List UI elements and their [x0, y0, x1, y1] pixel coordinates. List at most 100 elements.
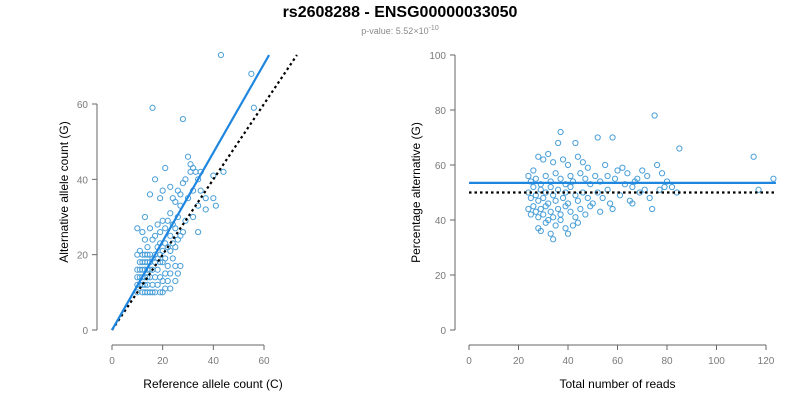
- data-point-1: [157, 259, 164, 266]
- data-point-1: [172, 225, 179, 232]
- data-point-1: [149, 104, 156, 111]
- data-point-2: [651, 112, 658, 119]
- data-point-2: [609, 134, 616, 141]
- data-point-1: [217, 51, 225, 59]
- data-point-1: [197, 187, 204, 194]
- data-point-2: [530, 167, 537, 174]
- data-point-1: [169, 255, 176, 262]
- data-point-2: [572, 139, 579, 147]
- x-tick-label-2: 120: [758, 356, 775, 367]
- data-point-1: [179, 228, 187, 236]
- data-point-2: [594, 189, 601, 196]
- data-point-2: [559, 156, 567, 163]
- data-point-1: [189, 164, 197, 172]
- x-tick-label-2: 80: [661, 356, 673, 367]
- data-point-1: [177, 232, 184, 239]
- data-point-2: [552, 170, 559, 177]
- data-point-2: [530, 183, 537, 191]
- data-point-2: [535, 197, 542, 204]
- data-point-2: [545, 150, 552, 158]
- data-point-2: [555, 205, 562, 213]
- p-value-exponent: -10: [428, 25, 439, 32]
- data-point-1: [159, 259, 166, 266]
- data-point-2: [559, 194, 567, 202]
- data-point-1: [164, 277, 171, 285]
- data-point-1: [174, 270, 181, 277]
- data-point-1: [151, 274, 159, 281]
- data-point-2: [656, 186, 663, 193]
- data-point-1: [141, 251, 149, 258]
- data-point-1: [154, 266, 161, 273]
- data-point-2: [663, 178, 671, 185]
- chart-subtitle: p-value: 5.52×10-10: [0, 25, 800, 36]
- data-point-1: [162, 255, 169, 262]
- data-point-1: [162, 270, 169, 277]
- data-point-2: [624, 170, 631, 177]
- data-point-1: [149, 289, 156, 296]
- data-point-2: [557, 211, 564, 218]
- data-point-1: [134, 225, 141, 232]
- data-point-2: [527, 211, 534, 218]
- data-point-1: [182, 217, 189, 224]
- data-point-2: [646, 194, 653, 202]
- data-point-2: [641, 186, 648, 193]
- data-point-1: [192, 168, 199, 175]
- data-point-1: [167, 285, 174, 292]
- data-point-1: [179, 180, 187, 187]
- data-point-2: [530, 203, 537, 210]
- data-point-2: [557, 216, 564, 224]
- data-point-1: [141, 281, 149, 288]
- data-point-2: [587, 181, 594, 188]
- x-axis-title-1: Reference allele count (C): [143, 377, 282, 391]
- data-point-2: [755, 186, 762, 193]
- y-tick-label-2: 0: [440, 326, 446, 337]
- data-point-2: [550, 159, 557, 166]
- x-tick-label-2: 0: [466, 356, 472, 367]
- data-point-1: [189, 213, 197, 221]
- y-tick-label-1: 40: [77, 175, 89, 186]
- data-point-2: [569, 178, 577, 185]
- data-point-2: [582, 211, 589, 218]
- data-point-1: [202, 195, 209, 202]
- data-point-1: [146, 225, 154, 232]
- data-point-1: [167, 247, 174, 254]
- data-point-2: [552, 197, 559, 204]
- data-point-2: [547, 230, 554, 237]
- data-point-2: [540, 211, 547, 218]
- data-point-1: [195, 228, 202, 236]
- data-point-1: [159, 277, 166, 285]
- data-point-2: [567, 172, 574, 180]
- data-point-2: [654, 161, 661, 169]
- data-point-1: [159, 187, 166, 194]
- data-point-2: [527, 178, 534, 185]
- data-point-1: [169, 195, 176, 202]
- reference-line-1: [111, 54, 298, 331]
- data-point-2: [525, 172, 532, 180]
- data-point-2: [604, 172, 611, 180]
- data-point-1: [149, 281, 156, 288]
- data-point-1: [154, 221, 161, 228]
- y-tick-label-2: 80: [435, 106, 447, 117]
- data-point-2: [649, 205, 656, 213]
- data-point-2: [562, 225, 569, 232]
- data-point-1: [159, 217, 166, 224]
- y-tick-label-1: 60: [77, 100, 89, 111]
- data-point-2: [532, 208, 539, 215]
- data-point-2: [579, 159, 586, 166]
- data-point-1: [195, 176, 202, 183]
- x-tick-label-1: 60: [258, 356, 270, 367]
- data-point-2: [540, 156, 547, 163]
- data-point-2: [636, 189, 643, 196]
- data-point-2: [599, 194, 606, 202]
- x-tick-label-2: 100: [708, 356, 725, 367]
- data-point-1: [172, 262, 179, 270]
- data-point-2: [569, 222, 577, 229]
- data-point-2: [614, 167, 621, 174]
- data-point-2: [537, 227, 544, 235]
- data-point-2: [639, 167, 646, 174]
- data-point-1: [167, 270, 174, 277]
- data-point-1: [154, 281, 161, 288]
- y-tick-label-2: 40: [435, 216, 447, 227]
- data-point-2: [562, 181, 569, 188]
- data-point-1: [162, 164, 169, 172]
